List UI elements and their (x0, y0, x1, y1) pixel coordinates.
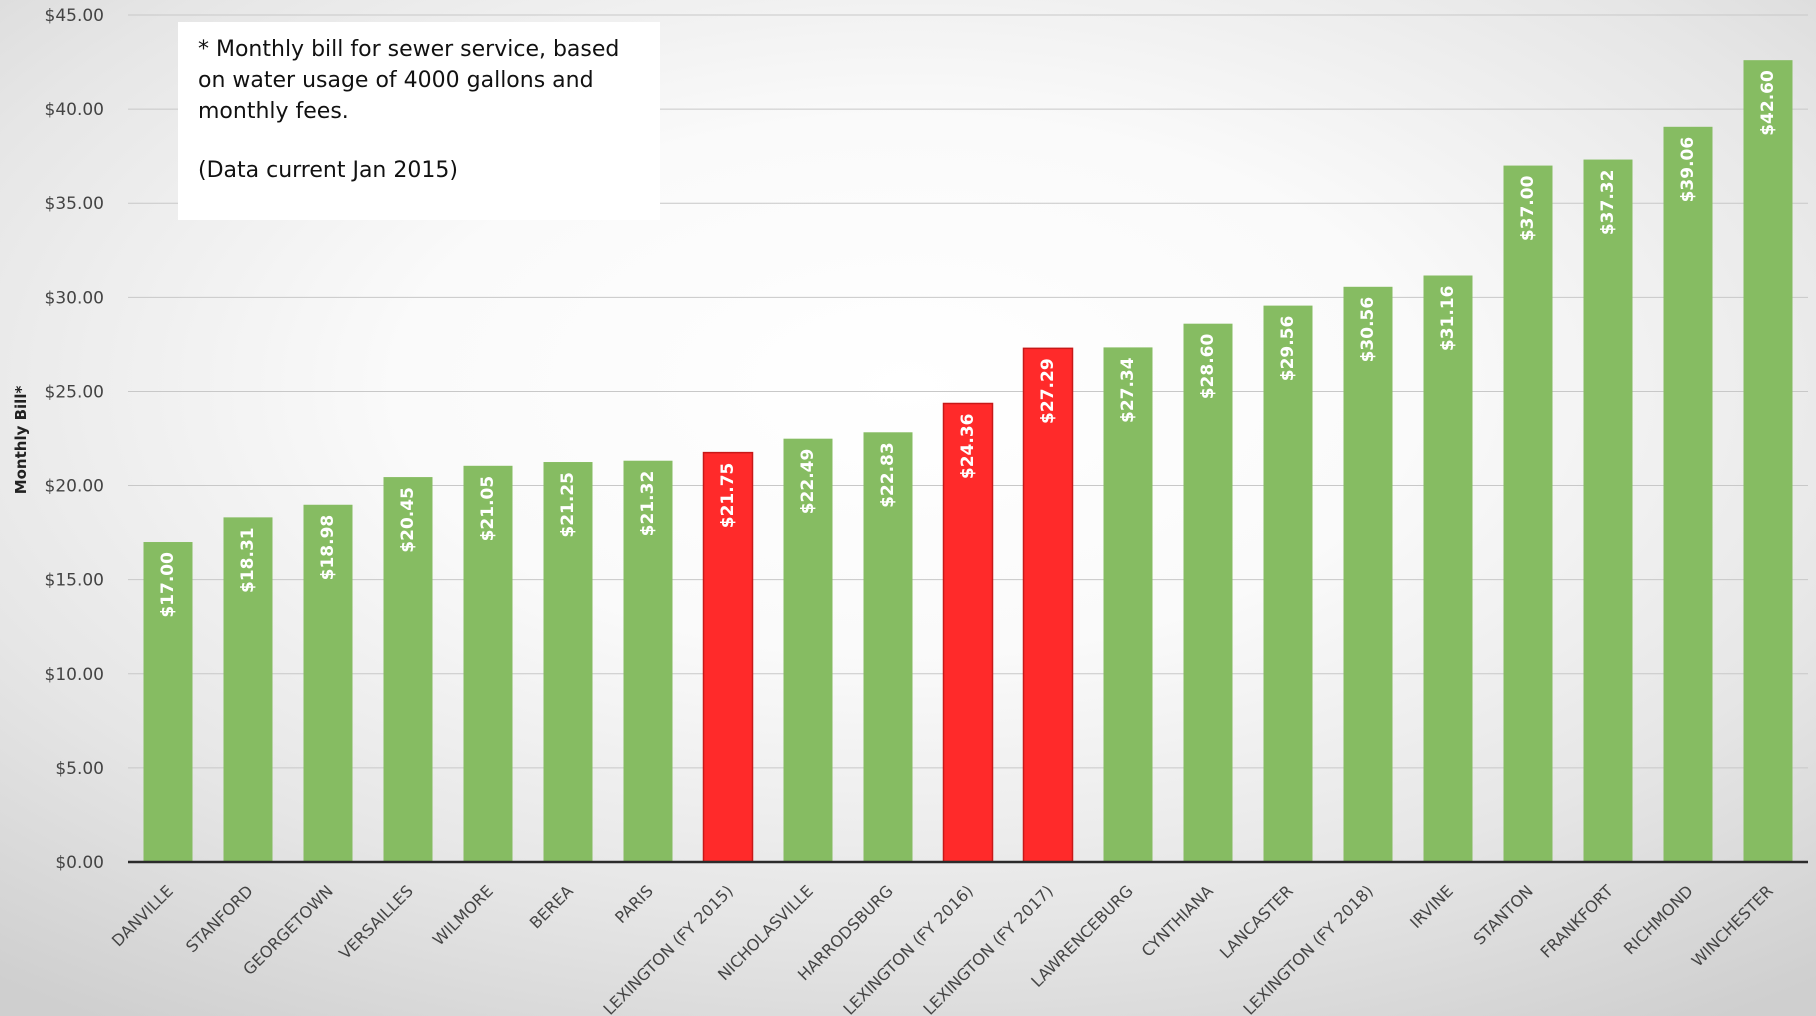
bar (1183, 323, 1233, 862)
bar-value-label: $18.31 (238, 527, 258, 593)
bar-value-label: $24.36 (958, 413, 978, 479)
bar (543, 462, 593, 862)
bar (1503, 165, 1553, 863)
x-category-label: CYNTHIANA (1138, 881, 1217, 960)
bar-value-label: $30.56 (1358, 297, 1378, 363)
x-category-label: STANFORD (182, 881, 257, 956)
bar (1343, 286, 1393, 863)
note-definition: * Monthly bill for sewer service, based … (198, 37, 620, 124)
bar (623, 460, 673, 862)
bar-value-labels: $17.00 $18.31 $18.98 $20.45 $21.05 $21.25 $21.… (158, 70, 1778, 618)
bar (1423, 275, 1473, 863)
bar-value-label: $21.32 (638, 471, 658, 537)
y-tick-label: $45.00 (45, 6, 104, 26)
bar-value-label: $39.06 (1678, 137, 1698, 203)
y-tick-label: $20.00 (45, 477, 104, 497)
y-tick-label: $35.00 (45, 194, 104, 214)
bars (143, 60, 1793, 863)
bar (783, 438, 833, 862)
x-category-label: STANTON (1470, 881, 1537, 948)
y-tick-label: $15.00 (45, 571, 104, 591)
x-category-label: IRVINE (1406, 881, 1457, 932)
x-category-label: RICHMOND (1620, 881, 1697, 958)
y-tick-label: $25.00 (45, 382, 104, 402)
bar-value-label: $28.60 (1198, 334, 1218, 400)
bar (463, 465, 513, 862)
bar-value-label: $27.34 (1118, 357, 1138, 423)
bar-value-label: $21.75 (718, 463, 738, 529)
bar-value-label: $21.25 (558, 472, 578, 538)
bar (702, 451, 754, 863)
x-category-label: LEXINGTON (FY 2015) (600, 881, 737, 1016)
bar-value-label: $18.98 (318, 515, 338, 581)
y-tick-label: $30.00 (45, 288, 104, 308)
x-category-label: WINCHESTER (1688, 881, 1777, 970)
note-data-date: (Data current Jan 2015) (198, 158, 458, 183)
bar (1263, 305, 1313, 862)
y-tick-label: $5.00 (55, 759, 104, 779)
bar (383, 477, 433, 862)
x-category-label: WILMORE (429, 881, 497, 949)
x-category-label: LEXINGTON (FY 2016) (840, 881, 977, 1016)
bar-value-label: $17.00 (158, 552, 178, 618)
x-category-label: LEXINGTON (FY 2018) (1240, 881, 1377, 1016)
bar (1103, 347, 1153, 862)
bar-value-label: $29.56 (1278, 316, 1298, 382)
bar (223, 517, 273, 862)
x-category-label: FRANKFORT (1536, 881, 1616, 961)
bar-value-label: $22.83 (878, 442, 898, 508)
chart-note-box: * Monthly bill for sewer service, based … (178, 22, 660, 220)
bar-value-label: $31.16 (1438, 285, 1458, 351)
x-category-label: PARIS (611, 881, 657, 927)
bar-value-label: $37.00 (1518, 175, 1538, 241)
bar (1022, 347, 1074, 863)
bar-value-label: $20.45 (398, 487, 418, 553)
y-tick-label: $40.00 (45, 100, 104, 120)
bar (1743, 60, 1793, 862)
bar (143, 542, 193, 862)
y-axis-tick-labels: $0.00 $5.00 $10.00 $15.00 $20.00 $25.00 $30.00… (45, 6, 104, 873)
x-category-label: VERSAILLES (335, 881, 417, 963)
bar (942, 402, 994, 863)
x-category-label: LEXINGTON (FY 2017) (920, 881, 1057, 1016)
bar-value-label: $22.49 (798, 449, 818, 515)
bar-value-label: $21.05 (478, 476, 498, 542)
bar (863, 432, 913, 862)
x-category-label: LANCASTER (1216, 881, 1297, 962)
bar (1583, 159, 1633, 862)
x-category-label: DANVILLE (108, 881, 177, 950)
bar-value-label: $27.29 (1038, 358, 1058, 424)
y-tick-label: $0.00 (55, 853, 104, 873)
x-category-label: BEREA (526, 881, 577, 932)
bar-value-label: $37.32 (1598, 170, 1618, 236)
y-axis-title: Monthly Bill* (12, 386, 30, 495)
bar (1663, 126, 1713, 862)
y-tick-label: $10.00 (45, 665, 104, 685)
bar (303, 504, 353, 862)
bar-value-label: $42.60 (1758, 70, 1778, 136)
